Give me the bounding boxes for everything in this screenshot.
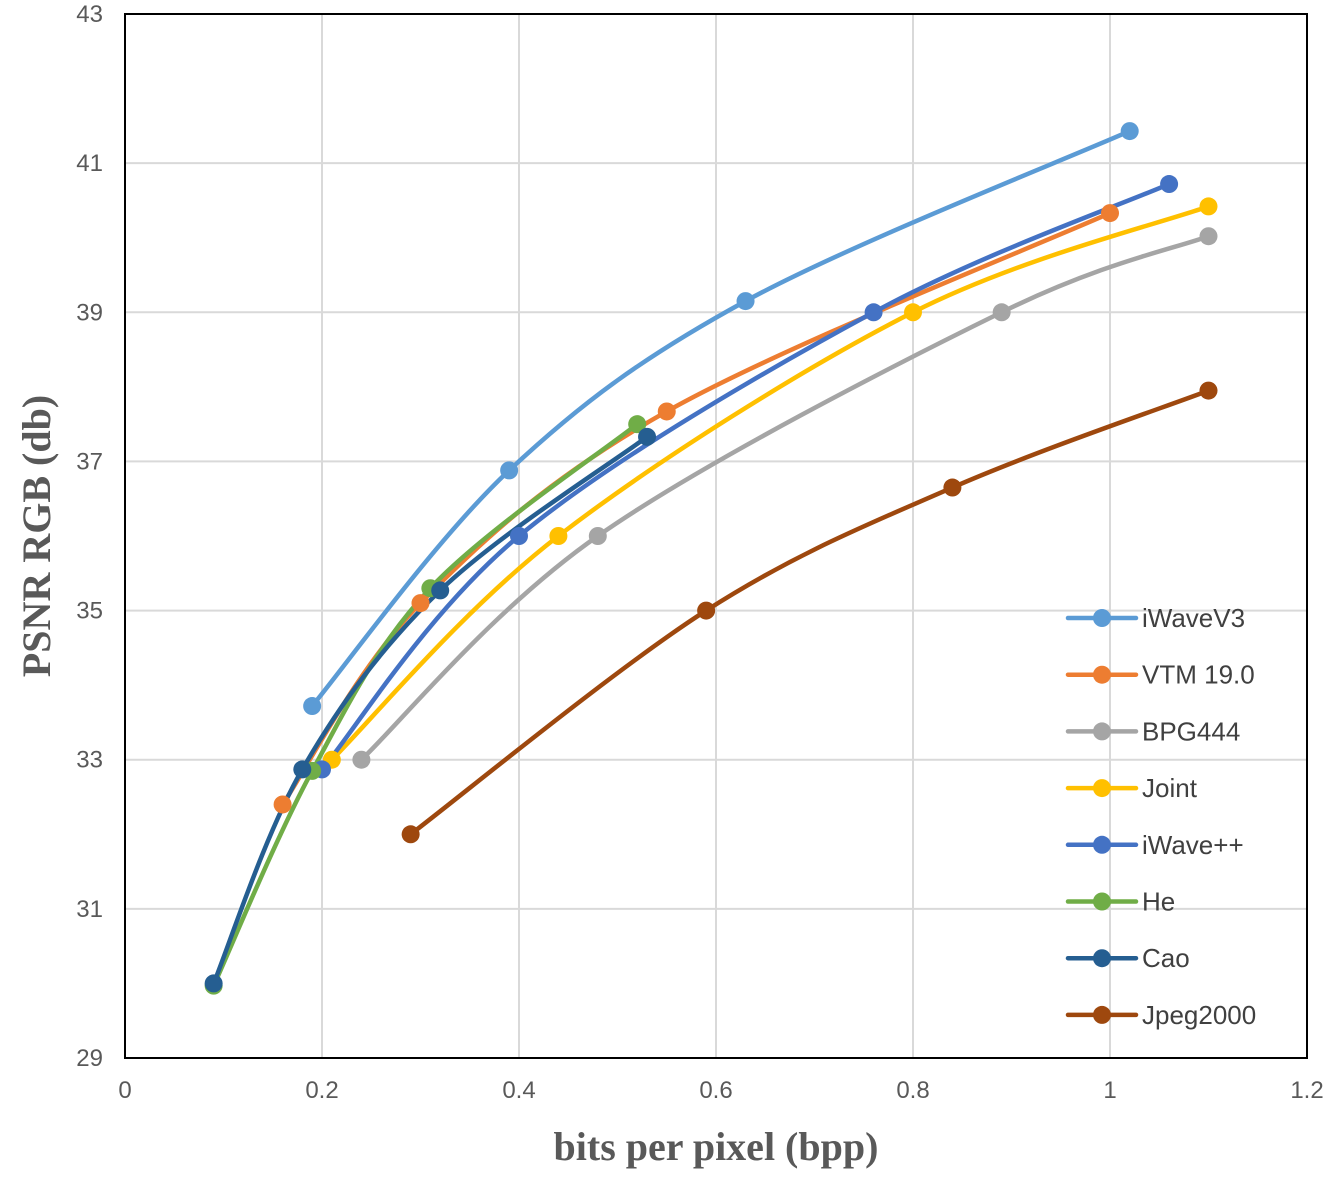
series-line-iwave [319, 181, 1172, 772]
data-point-cao [638, 427, 657, 446]
y-tick-label: 29 [76, 1045, 103, 1072]
data-point-iwavev3 [1120, 122, 1139, 141]
series-points [204, 122, 1218, 995]
data-point-joint [549, 527, 568, 545]
series-line-jpeg2000 [408, 388, 1211, 837]
legend-label-joint: Joint [1142, 773, 1198, 803]
x-tick-label: 0.2 [305, 1077, 338, 1104]
data-point-iwave [864, 303, 883, 322]
y-tick-label: 39 [76, 299, 103, 326]
data-point-jpeg2000 [401, 825, 420, 844]
data-point-iwavev3 [736, 292, 755, 311]
legend: iWaveV3 VTM 19.0 BPG444 Joint iWave++ He Cao Jp… [1065, 603, 1256, 1030]
data-point-cao [204, 974, 223, 993]
data-point-vtm-19-0 [411, 594, 430, 613]
legend-marker-iwave [1093, 835, 1111, 854]
series-line-vtm-19-0 [280, 210, 1113, 807]
legend-marker-bpg444 [1093, 722, 1111, 741]
y-tick-label: 37 [76, 448, 103, 475]
legend-marker-iwavev3 [1093, 609, 1111, 627]
legend-marker-joint [1093, 779, 1111, 798]
x-tick-label: 1 [1103, 1077, 1116, 1104]
legend-label-jpeg2000: Jpeg2000 [1142, 1000, 1256, 1030]
data-point-he [628, 415, 647, 434]
legend-label-vtm-19-0: VTM 19.0 [1142, 660, 1255, 690]
plot-area-frame [124, 13, 1308, 1059]
data-point-bpg444 [588, 527, 607, 545]
data-point-bpg444 [992, 303, 1011, 322]
grid-lines [124, 13, 1308, 1059]
x-tick-label: 0 [118, 1077, 131, 1104]
data-point-joint [1199, 197, 1218, 216]
data-point-cao [293, 760, 312, 779]
x-tick-label: 0.4 [502, 1077, 535, 1104]
y-tick-labels: 29 31 33 35 37 39 41 43 [76, 1, 103, 1072]
series-line-cao [211, 434, 650, 986]
legend-label-he: He [1142, 887, 1175, 917]
series-lines [211, 128, 1211, 988]
legend-label-iwavev3: iWaveV3 [1142, 603, 1245, 633]
series-line-iwavev3 [309, 128, 1132, 709]
x-tick-labels: 0 0.2 0.4 0.6 0.8 1 1.2 [118, 1077, 1323, 1104]
x-tick-label: 0.8 [896, 1077, 929, 1104]
data-point-cao [431, 581, 450, 600]
data-point-bpg444 [1199, 227, 1218, 246]
data-point-iwave [1160, 175, 1179, 194]
legend-marker-vtm-19-0 [1093, 665, 1111, 684]
data-point-jpeg2000 [1199, 381, 1218, 400]
data-point-iwavev3 [500, 461, 519, 480]
legend-marker-jpeg2000 [1093, 1005, 1111, 1024]
data-point-jpeg2000 [697, 601, 716, 620]
x-tick-label: 1.2 [1290, 1077, 1323, 1104]
y-axis-title: PSNR RGB (db) [14, 395, 59, 677]
y-tick-label: 31 [76, 896, 103, 923]
y-tick-label: 43 [76, 1, 103, 28]
y-tick-label: 41 [76, 150, 103, 177]
data-point-iwave [510, 527, 528, 545]
y-tick-label: 33 [76, 747, 103, 774]
data-point-jpeg2000 [943, 478, 962, 497]
legend-label-cao: Cao [1142, 943, 1190, 973]
legend-label-iwave: iWave++ [1142, 830, 1244, 860]
x-tick-label: 0.6 [699, 1077, 732, 1104]
series-line-bpg444 [359, 233, 1211, 762]
legend-marker-cao [1093, 949, 1111, 968]
legend-marker-he [1093, 892, 1111, 911]
data-point-vtm-19-0 [273, 795, 292, 814]
series-line-joint [329, 204, 1211, 762]
data-point-joint [904, 303, 922, 322]
data-point-vtm-19-0 [1101, 204, 1119, 223]
legend-label-bpg444: BPG444 [1142, 716, 1240, 746]
y-tick-label: 35 [76, 598, 103, 625]
data-point-bpg444 [352, 750, 371, 769]
data-point-vtm-19-0 [657, 402, 676, 421]
x-axis-title: bits per pixel (bpp) [554, 1124, 879, 1169]
data-point-iwavev3 [303, 697, 322, 716]
